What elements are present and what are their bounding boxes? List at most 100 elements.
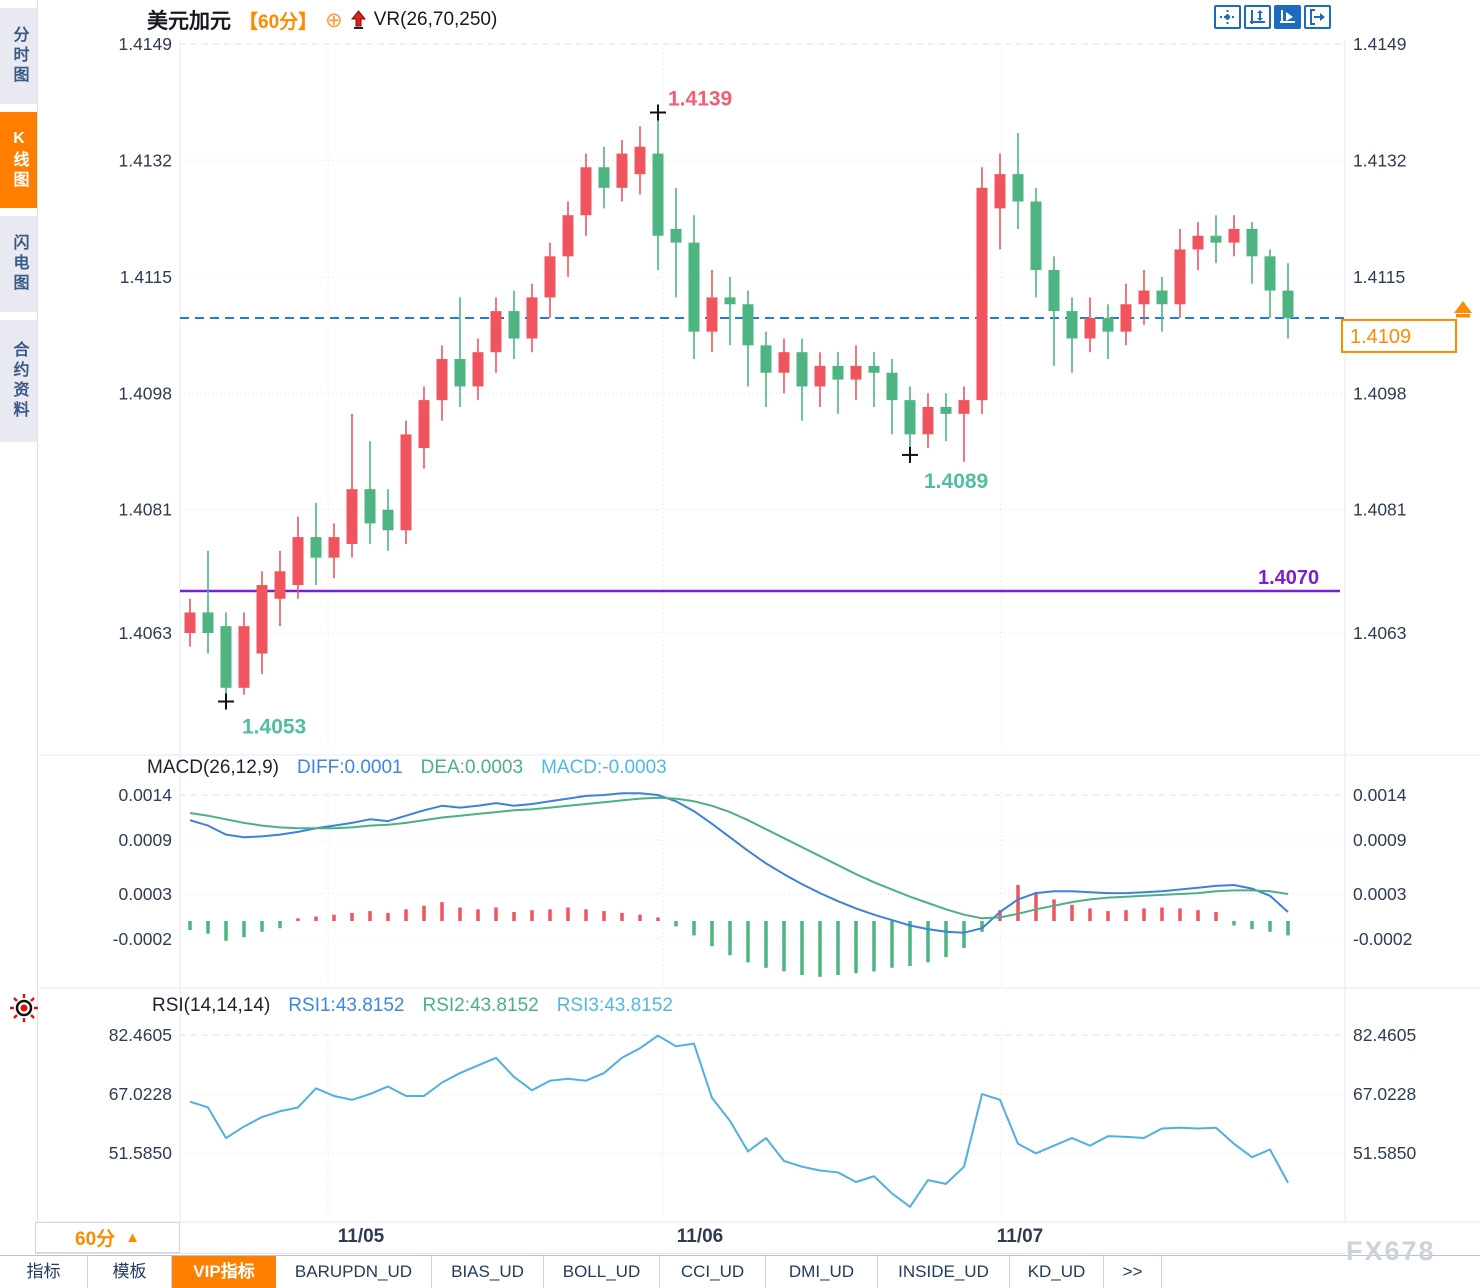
tab-boll-ud[interactable]: BOLL_UD <box>544 1256 660 1288</box>
macd-hist-bar <box>1178 908 1182 921</box>
candle-body <box>616 153 628 188</box>
chart-toolbar <box>1214 5 1331 29</box>
macd-hist-bar <box>224 921 228 941</box>
macd-hist-bar <box>746 921 750 963</box>
candle-body <box>1228 228 1240 243</box>
rsi-name: RSI(14,14,14) <box>152 995 271 1016</box>
macd-hist-bar <box>476 909 480 921</box>
sidebar-item-time-chart[interactable]: 分时图 <box>0 8 37 104</box>
auto-fit-icon[interactable] <box>1274 5 1301 29</box>
y-axis-label-right: 1.4098 <box>1353 383 1407 403</box>
sidebar: 分时图 K线图 闪电图 合约资料 <box>0 0 38 1222</box>
candle-body <box>184 612 196 633</box>
axis-scale-icon[interactable] <box>1244 5 1271 29</box>
candle-body <box>256 585 268 654</box>
candle-body <box>1030 201 1042 271</box>
macd-name: MACD(26,12,9) <box>147 757 279 778</box>
candle-body <box>1282 290 1294 318</box>
macd-hist-bar <box>512 912 516 921</box>
macd-hist-bar <box>836 921 840 975</box>
candle-body <box>274 571 286 599</box>
candle-body <box>886 372 898 401</box>
y-axis-label-right: 82.4605 <box>1353 1025 1416 1045</box>
candle-body <box>652 153 664 236</box>
move-tool-icon[interactable] <box>1214 5 1241 29</box>
macd-hist-bar <box>206 921 210 934</box>
candle-body <box>1138 290 1150 305</box>
candle-body <box>796 352 808 387</box>
y-axis-label-left: 1.4132 <box>118 150 172 170</box>
tab-kd-ud[interactable]: KD_UD <box>1010 1256 1104 1288</box>
macd-hist-bar <box>1250 921 1254 930</box>
tab-vip-indicator[interactable]: VIP指标 <box>172 1256 276 1288</box>
axis-divider <box>35 1253 1345 1254</box>
sidebar-item-kline-chart[interactable]: K线图 <box>0 112 37 208</box>
macd-hist-bar <box>818 921 822 977</box>
x-axis-label-1106: 11/06 <box>676 1226 724 1247</box>
macd-hist-bar <box>926 921 930 963</box>
y-axis-label-left: 1.4081 <box>118 500 172 520</box>
candle-body <box>346 489 358 544</box>
tab-barupdn-ud[interactable]: BARUPDN_UD <box>276 1256 432 1288</box>
tab-more[interactable]: >> <box>1104 1256 1162 1288</box>
macd-hist-bar <box>440 902 444 921</box>
macd-hist-bar <box>782 921 786 972</box>
y-axis-label-right: 1.4063 <box>1353 623 1407 643</box>
macd-hist-bar <box>800 921 804 975</box>
candle-body <box>832 365 844 380</box>
pan-right-icon[interactable] <box>1304 5 1331 29</box>
add-indicator-icon[interactable]: ⊕ <box>325 8 343 32</box>
macd-hist-bar <box>944 921 948 957</box>
macd-hist-bar <box>422 905 426 921</box>
macd-hist-bar <box>1214 912 1218 921</box>
candle-body <box>976 187 988 401</box>
sidebar-item-contract-info[interactable]: 合约资料 <box>0 320 37 442</box>
y-axis-label-left: 82.4605 <box>109 1025 172 1045</box>
macd-hist-bar <box>1088 908 1092 921</box>
macd-hist-bar <box>1070 904 1074 921</box>
macd-hist-bar <box>494 907 498 921</box>
y-axis-label-right: 67.0228 <box>1353 1084 1416 1104</box>
macd-hist-bar <box>1106 911 1110 921</box>
candle-body <box>436 359 448 401</box>
y-axis-label-left: 0.0009 <box>118 830 172 850</box>
timeframe-selector[interactable]: 60分 ▲ <box>35 1222 180 1253</box>
y-axis-label-left: -0.0002 <box>113 929 172 949</box>
candle-body <box>1174 249 1186 305</box>
tab-inside-ud[interactable]: INSIDE_UD <box>878 1256 1010 1288</box>
candle-body <box>1120 304 1132 332</box>
macd-hist-bar <box>620 912 624 921</box>
x-axis-label-1105: 11/05 <box>337 1226 385 1247</box>
macd-hist-bar <box>404 909 408 921</box>
period-badge[interactable]: 【60分】 <box>239 11 318 33</box>
candle-body <box>238 626 250 688</box>
sidebar-item-lightning-chart[interactable]: 闪电图 <box>0 216 37 312</box>
macd-hist-bar <box>908 921 912 966</box>
macd-hist-bar <box>1232 921 1236 926</box>
up-arrow-icon <box>350 10 366 29</box>
alert-dot-icon[interactable] <box>8 992 40 1024</box>
candle-body <box>958 400 970 414</box>
y-axis-label-left: 67.0228 <box>109 1084 172 1104</box>
macd-hist-bar <box>890 921 894 968</box>
macd-hist-bar <box>998 910 1002 921</box>
x-axis-label-1107: 11/07 <box>996 1226 1044 1247</box>
tab-indicator[interactable]: 指标 <box>0 1256 88 1288</box>
tab-cci-ud[interactable]: CCI_UD <box>660 1256 766 1288</box>
tab-dmi-ud[interactable]: DMI_UD <box>766 1256 878 1288</box>
candle-body <box>994 174 1006 209</box>
rsi-header: RSI(14,14,14) RSI1:43.8152 RSI2:43.8152 … <box>152 995 673 1017</box>
y-axis-label-left: 1.4063 <box>118 623 172 643</box>
tab-template[interactable]: 模板 <box>88 1256 172 1288</box>
candle-body <box>382 509 394 531</box>
macd-dea-readout: DEA:0.0003 <box>420 757 524 778</box>
candle-body <box>742 304 754 346</box>
candle-body <box>1210 235 1222 243</box>
macd-hist-bar <box>1052 899 1056 921</box>
candle-body <box>472 352 484 387</box>
y-axis-label-right: 1.4149 <box>1353 34 1407 54</box>
rsi2-readout: RSI2:43.8152 <box>422 995 539 1016</box>
y-axis-label-left: 51.5850 <box>109 1143 173 1163</box>
tab-bias-ud[interactable]: BIAS_UD <box>432 1256 544 1288</box>
